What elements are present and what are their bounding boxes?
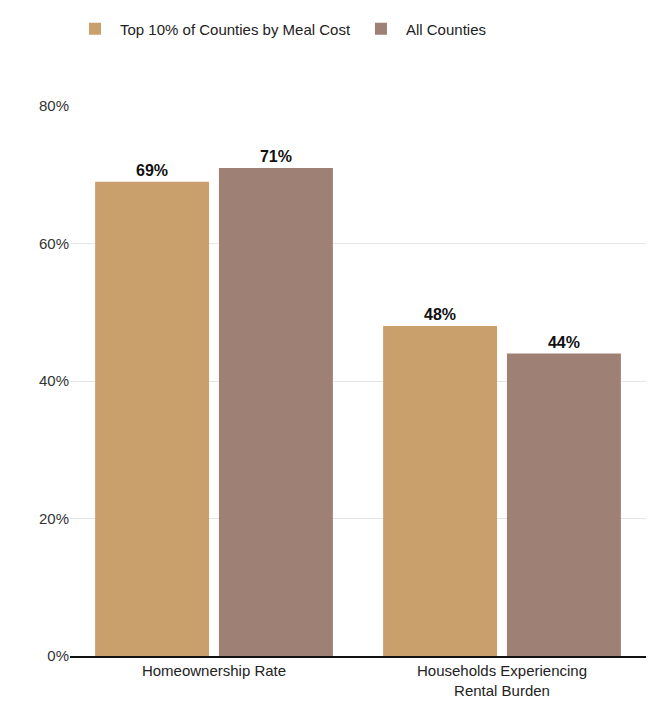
svg-text:Households ExperiencingRental: Households ExperiencingRental Burden xyxy=(417,662,587,699)
svg-text:0%: 0% xyxy=(47,647,69,664)
svg-text:71%: 71% xyxy=(260,148,292,165)
svg-text:40%: 40% xyxy=(39,372,69,389)
svg-text:20%: 20% xyxy=(39,510,69,527)
svg-text:All Counties: All Counties xyxy=(406,21,486,38)
svg-text:Top 10% of Counties by Meal Co: Top 10% of Counties by Meal Cost xyxy=(120,21,351,38)
svg-text:60%: 60% xyxy=(39,235,69,252)
svg-text:44%: 44% xyxy=(548,334,580,351)
svg-text:69%: 69% xyxy=(136,162,168,179)
svg-text:80%: 80% xyxy=(39,97,69,114)
svg-text:Homeownership Rate: Homeownership Rate xyxy=(142,662,286,679)
svg-text:48%: 48% xyxy=(424,306,456,323)
